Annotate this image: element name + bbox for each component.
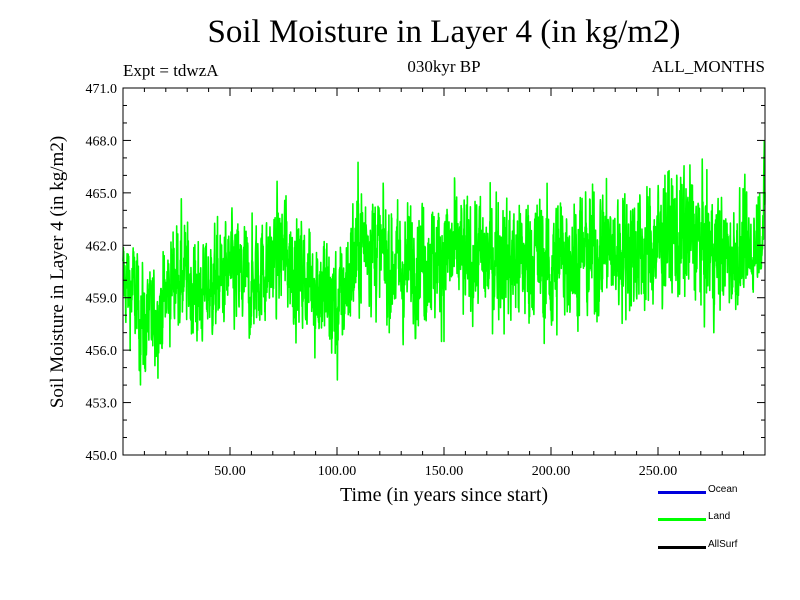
y-tick-label: 468.0 [86,134,118,149]
legend-swatch-allsurf [658,546,706,549]
y-tick-label: 456.0 [86,344,118,359]
legend-swatch-land [658,518,706,521]
y-axis-label: Soil Moisture in Layer 4 (in kg/m2) [47,135,68,409]
y-tick-label: 465.0 [86,187,118,202]
y-tick-label: 462.0 [86,239,118,254]
experiment-label: Expt = tdwzA [123,61,219,80]
chart-title: Soil Moisture in Layer 4 (in kg/m2) [207,14,681,50]
legend-label-ocean: Ocean [708,484,738,495]
series-line-land [122,140,766,386]
y-tick-label: 459.0 [86,292,118,307]
x-axis-label: Time (in years since start) [339,484,549,506]
period-label: 030kyr BP [407,57,481,76]
x-tick-label: 200.00 [532,464,571,479]
x-tick-label: 250.00 [639,464,678,479]
legend: Ocean Land AllSurf [656,480,796,560]
x-tick-label: 50.00 [214,464,246,479]
legend-label-land: Land [708,511,731,522]
x-tick-label: 100.00 [318,464,357,479]
y-tick-label: 471.0 [86,82,118,97]
axes-layer: 450.0 453.0 456.0 459.0 462.0 465.0 468.0 471.0… [86,82,765,479]
series-layer [122,140,766,386]
months-label: ALL_MONTHS [651,57,765,76]
x-tick-label: 150.00 [425,464,464,479]
y-tick-label: 450.0 [86,449,118,464]
y-tick-label: 453.0 [86,397,118,412]
legend-swatch-ocean [658,491,706,494]
legend-label-allsurf: AllSurf [708,539,738,550]
